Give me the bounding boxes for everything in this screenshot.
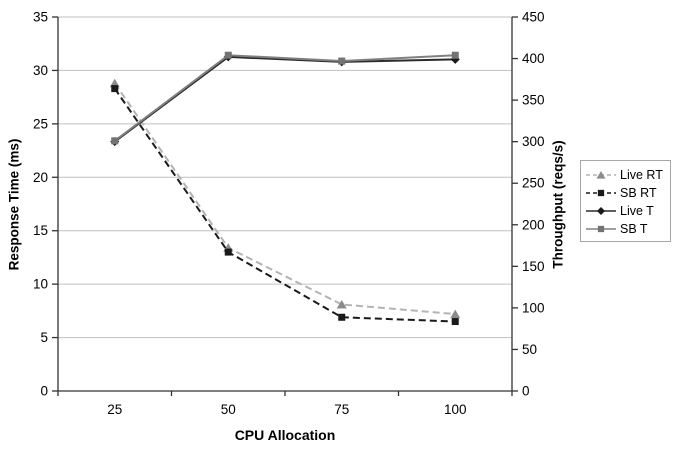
x-axis-title: CPU Allocation — [234, 427, 336, 443]
square-marker-icon — [111, 137, 119, 145]
triangle-marker-icon — [450, 309, 461, 319]
right-axis-tick-label: 350 — [522, 93, 545, 108]
square-marker-icon — [338, 313, 346, 321]
legend-sample-live-rt — [586, 170, 616, 179]
left-axis-tick-label: 25 — [33, 116, 48, 131]
legend-item-live-rt: Live RT — [586, 166, 670, 184]
triangle-marker-icon — [336, 299, 347, 309]
series-line-live-t — [114, 55, 456, 143]
square-marker-icon — [224, 248, 232, 256]
series-line-sb-t — [114, 54, 456, 142]
right-axis-tick-label: 250 — [522, 176, 545, 191]
left-axis-tick-label: 0 — [40, 384, 48, 399]
legend-item-sb-t: SB T — [586, 220, 670, 238]
series-line-live-rt — [113, 82, 456, 316]
left-axis-tick-label: 15 — [33, 223, 48, 238]
triangle-marker-icon — [596, 170, 606, 179]
square-marker-icon — [111, 85, 119, 93]
legend-sample-live-t — [586, 206, 616, 216]
right-axis-tick-label: 200 — [522, 217, 545, 232]
x-axis-tick-label: 25 — [107, 402, 122, 417]
left-axis-tick-label: 10 — [33, 277, 48, 292]
right-axis-tick-label: 0 — [522, 384, 530, 399]
legend-item-sb-rt: SB RT — [586, 184, 670, 202]
x-axis-tick-label: 75 — [334, 402, 349, 417]
legend-label: SB RT — [620, 186, 657, 200]
legend-item-live-t: Live T — [586, 202, 670, 220]
x-axis-tick-label: 100 — [444, 402, 467, 417]
legend-sample-sb-rt — [586, 189, 616, 197]
series-line-sb-rt — [113, 88, 456, 323]
right-axis-tick-label: 400 — [522, 51, 545, 66]
x-axis-tick-label: 50 — [221, 402, 236, 417]
square-marker-icon — [224, 51, 232, 59]
legend-label: Live RT — [620, 168, 663, 182]
square-marker-icon — [597, 225, 605, 233]
square-marker-icon — [451, 318, 459, 326]
right-axis-tick-label: 50 — [522, 342, 537, 357]
right-axis-tick-label: 100 — [522, 300, 545, 315]
right-axis-tick-label: 150 — [522, 259, 545, 274]
square-marker-icon — [338, 57, 346, 65]
right-axis-tick-label: 300 — [522, 134, 545, 149]
left-axis-title: Response Time (ms) — [6, 138, 22, 271]
square-marker-icon — [597, 189, 605, 197]
legend-sample-sb-t — [586, 225, 616, 233]
left-axis-tick-label: 5 — [40, 330, 48, 345]
legend-label: SB T — [620, 222, 648, 236]
left-axis-tick-label: 20 — [33, 170, 48, 185]
right-axis-tick-label: 450 — [522, 10, 545, 25]
legend: Live RT SB RT Live T SB T — [580, 160, 671, 242]
square-marker-icon — [451, 51, 459, 59]
legend-label: Live T — [620, 204, 654, 218]
right-axis-title: Throughput (reqs/s) — [550, 140, 566, 269]
left-axis-tick-label: 30 — [33, 63, 48, 78]
diamond-marker-icon — [596, 206, 606, 216]
left-axis-tick-label: 35 — [33, 10, 48, 25]
